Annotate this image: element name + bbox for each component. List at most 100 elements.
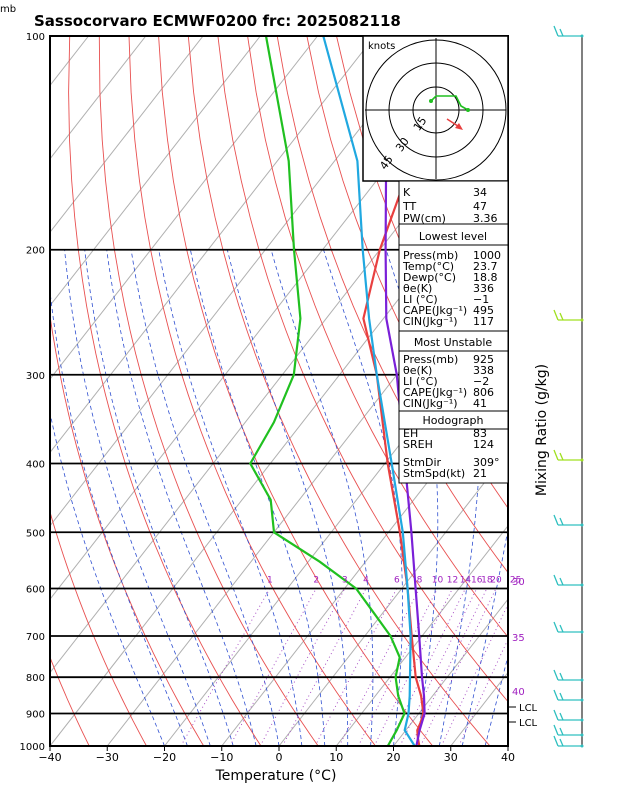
indices-panel: K 34 TT 47 PW(cm) 3.36 Lowest level Pres… bbox=[398, 180, 509, 484]
hodograph-param-label: EH bbox=[403, 427, 418, 440]
dry-adiabat bbox=[603, 36, 618, 746]
moist-adiabat bbox=[507, 744, 508, 746]
theta-label: 30 bbox=[512, 577, 525, 588]
moist-adiabat bbox=[226, 249, 349, 746]
x-tick-label: −10 bbox=[210, 751, 233, 764]
pressure-tick-label: 500 bbox=[26, 528, 45, 539]
barb-point bbox=[580, 523, 584, 527]
indices-box bbox=[398, 180, 509, 225]
mixing-ratio-label: 3 bbox=[342, 575, 348, 585]
hodograph-param-value: 83 bbox=[473, 427, 487, 440]
mixing-ratio-axis-label: Mixing Ratio (g/kg) bbox=[534, 364, 550, 496]
moist-adiabat bbox=[106, 249, 257, 746]
most-unstable-box bbox=[398, 330, 509, 412]
moist-adiabat bbox=[438, 249, 481, 746]
lowest-level-value: 336 bbox=[473, 282, 494, 295]
mixing-ratio-label: 8 bbox=[417, 575, 423, 585]
dry-adiabat bbox=[158, 36, 434, 746]
hodograph-param-label: SREH bbox=[403, 438, 433, 451]
dry-adiabat bbox=[50, 656, 90, 746]
moist-adiabat bbox=[130, 249, 280, 746]
lowest-level-value: 23.7 bbox=[473, 260, 498, 273]
wind-barb bbox=[559, 727, 564, 736]
x-tick-label: 40 bbox=[501, 751, 515, 764]
most-unstable-value: 925 bbox=[473, 353, 494, 366]
dry-adiabat bbox=[544, 36, 618, 746]
dry-adiabat bbox=[276, 36, 508, 574]
wind-barb bbox=[559, 452, 564, 461]
lowest-level-value: 18.8 bbox=[473, 271, 498, 284]
most-unstable-label: LI (°C) bbox=[403, 375, 438, 388]
moist-adiabat bbox=[323, 249, 403, 746]
pressure-tick-label: 100 bbox=[26, 32, 45, 43]
index-value: 34 bbox=[473, 186, 487, 199]
pressure-tick-label: 400 bbox=[26, 459, 45, 470]
mixing-ratio-label: 4 bbox=[363, 575, 369, 585]
wind-barb bbox=[559, 692, 564, 701]
barb-point bbox=[580, 698, 584, 702]
lowest-level-title: Lowest level bbox=[419, 230, 487, 243]
moist-adiabat bbox=[50, 410, 165, 746]
isotherm-line bbox=[335, 524, 508, 746]
barb-point bbox=[580, 318, 584, 322]
mixing-ratio-line bbox=[229, 588, 317, 746]
x-tick-label: 0 bbox=[276, 751, 283, 764]
pressure-tick-label: 600 bbox=[26, 584, 45, 595]
most-unstable-label: θe(K) bbox=[403, 364, 432, 377]
isotherm-line bbox=[565, 36, 618, 746]
barb-point bbox=[580, 744, 584, 748]
mixing-ratio-line bbox=[440, 603, 508, 746]
x-tick-label: −30 bbox=[96, 751, 119, 764]
isotherm-line bbox=[106, 231, 508, 746]
lowest-level-box bbox=[398, 223, 509, 332]
most-unstable-value: 338 bbox=[473, 364, 494, 377]
mixing-ratio-label: 12 bbox=[447, 575, 458, 585]
barb-point bbox=[580, 458, 584, 462]
hodograph-param-value: 309° bbox=[473, 456, 500, 469]
mixing-ratio-label: 10 bbox=[432, 575, 444, 585]
storm-motion-arrowhead bbox=[455, 123, 463, 130]
most-unstable-label: CIN(Jkg⁻¹) bbox=[403, 397, 458, 410]
wind-barb bbox=[553, 724, 559, 736]
barb-point bbox=[580, 630, 584, 634]
mixing-ratio-line bbox=[180, 588, 271, 746]
x-tick-label: 30 bbox=[444, 751, 458, 764]
wind-barb bbox=[553, 309, 559, 321]
most-unstable-value: 41 bbox=[473, 397, 487, 410]
wind-barb bbox=[559, 517, 564, 526]
chart-title: Sassocorvaro ECMWF0200 frc: 2025082118 bbox=[34, 12, 401, 30]
x-tick-label: 10 bbox=[329, 751, 343, 764]
unit-mb-label: mb bbox=[0, 4, 16, 15]
wind-barb bbox=[553, 689, 559, 701]
wind-barb bbox=[559, 738, 564, 747]
most-unstable-value: −2 bbox=[473, 375, 489, 388]
moist-adiabat bbox=[484, 654, 508, 746]
virtual-temperature-profile bbox=[373, 36, 426, 746]
lowest-level-label: CAPE(Jkg⁻¹) bbox=[403, 304, 467, 317]
hodograph-param-value: 124 bbox=[473, 438, 494, 451]
sounding-profiles bbox=[249, 36, 476, 746]
dry-adiabat bbox=[306, 36, 508, 509]
wind-barb bbox=[553, 735, 559, 747]
lowest-level-label: CIN(Jkg⁻¹) bbox=[403, 315, 458, 328]
theta-label: 35 bbox=[512, 633, 525, 644]
hodograph-point bbox=[429, 99, 433, 103]
hodograph: knots 15 30 45 bbox=[362, 35, 509, 182]
wind-barb bbox=[553, 514, 559, 526]
background-lines bbox=[50, 36, 618, 746]
wind-barbs bbox=[553, 25, 584, 748]
lcl-label: LCL bbox=[519, 718, 538, 729]
lowest-level-value: −1 bbox=[473, 293, 489, 306]
lowest-level-label: LI (°C) bbox=[403, 293, 438, 306]
moist-adiabat bbox=[84, 249, 234, 746]
isotherm-line bbox=[50, 158, 508, 746]
lowest-level-label: Temp(°C) bbox=[402, 260, 454, 273]
x-tick-label: −40 bbox=[38, 751, 61, 764]
wind-barb bbox=[553, 621, 559, 633]
mixing-ratio-label: 2 bbox=[313, 575, 319, 585]
lowest-level-label: Dewp(°C) bbox=[403, 271, 456, 284]
pressure-tick-label: 1000 bbox=[20, 742, 45, 753]
isotherm-line bbox=[393, 598, 508, 746]
wind-barb bbox=[553, 574, 559, 586]
index-value: 3.36 bbox=[473, 212, 498, 225]
